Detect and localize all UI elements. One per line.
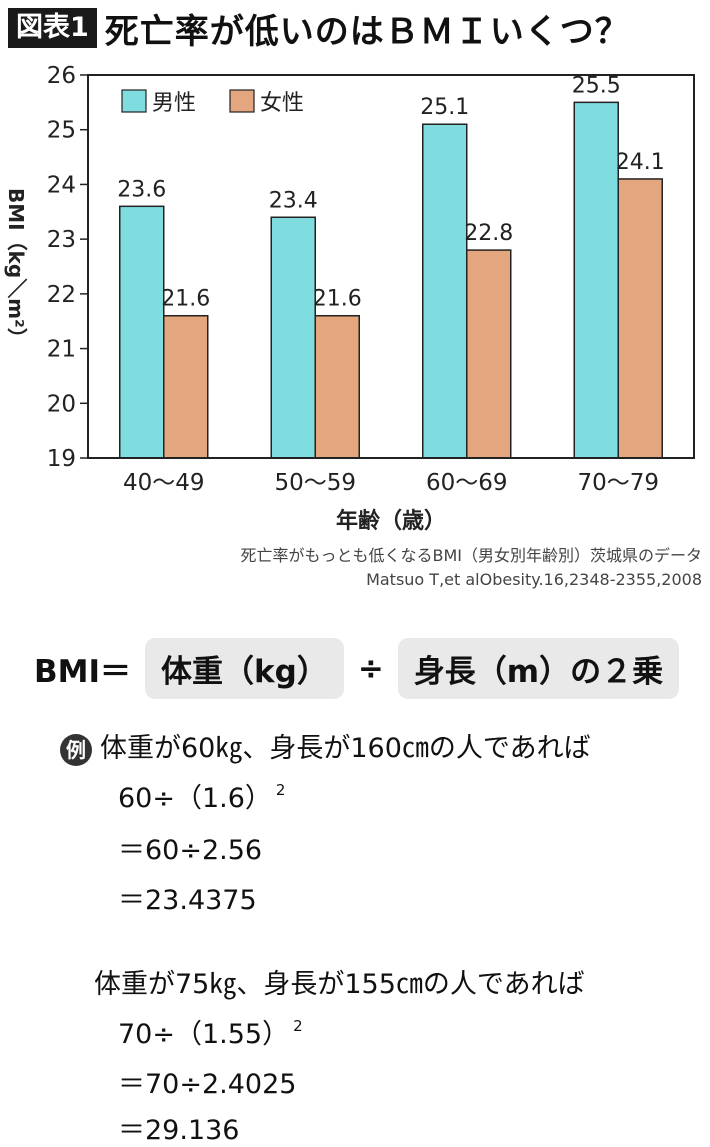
formula-weight: 体重（kg） — [145, 638, 344, 699]
y-tick-label: 25 — [47, 118, 76, 144]
formula-divide: ÷ — [357, 650, 384, 687]
y-tick-label: 23 — [47, 227, 76, 253]
labels-layer: 19 20 21 22 23 24 25 26 23.6 21.6 40〜49 23.4 21.6 50〜… — [4, 63, 665, 534]
bar-male — [573, 101, 619, 459]
example1-intro-line: 例体重が60㎏、身長が160㎝の人であれば — [60, 726, 591, 766]
formula-height: 身長（m）の２乗 — [397, 638, 680, 699]
bar-value-label: 23.6 — [117, 177, 166, 202]
example1-intro: 体重が60㎏、身長が160㎝の人であれば — [100, 733, 591, 764]
bar-male — [270, 216, 316, 459]
bmi-formula: BMI＝ 体重（kg） ÷ 身長（m）の２乗 — [34, 638, 680, 699]
example2-step1: 70÷（1.55） — [118, 1019, 290, 1050]
plot-frame — [87, 74, 695, 459]
x-tick-label: 40〜49 — [123, 470, 205, 496]
header: 図表1 死亡率が低いのはＢＭＩいくつ？ — [8, 6, 630, 52]
y-axis-label: BMI（kg／m²） — [4, 188, 28, 348]
bar-value-label: 25.1 — [420, 95, 469, 120]
example2-step1-exponent: 2 — [293, 1017, 303, 1035]
example1-step2: ＝60÷2.56 — [118, 835, 263, 866]
example1-step3: ＝23.4375 — [118, 885, 257, 916]
y-tick-label: 26 — [47, 63, 76, 89]
example2-step1-line: 70÷（1.55） 2 — [118, 1012, 303, 1051]
y-tick-label: 20 — [47, 391, 76, 417]
figure-label: 図表1 — [8, 8, 97, 48]
bar-value-label: 21.6 — [161, 287, 210, 312]
bar-value-label: 24.1 — [616, 150, 665, 175]
y-tick-label: 24 — [47, 172, 76, 198]
source-line-1: 死亡率がもっとも低くなるBMI（男女別年齢別）茨城県のデータ — [240, 546, 702, 565]
example1-step1-line: 60÷（1.6） 2 — [118, 776, 285, 815]
bar-female — [466, 249, 512, 459]
page-title: 死亡率が低いのはＢＭＩいくつ？ — [104, 11, 630, 52]
x-tick-label: 60〜69 — [426, 470, 508, 496]
example2-step2: ＝70÷2.4025 — [118, 1069, 297, 1100]
bar-value-label: 21.6 — [313, 287, 362, 312]
axis-layer — [80, 74, 695, 459]
bar-chart: 19 20 21 22 23 24 25 26 23.6 21.6 40〜49 23.4 21.6 50〜… — [4, 63, 695, 534]
bars-layer — [119, 101, 663, 459]
example2-intro: 体重が75㎏、身長が155㎝の人であれば — [94, 969, 585, 1000]
formula-lhs: BMI＝ — [34, 654, 132, 690]
bar-female — [617, 178, 663, 459]
bar-value-label: 25.5 — [572, 73, 621, 98]
bar-male — [422, 123, 468, 459]
bar-value-label: 23.4 — [269, 188, 318, 213]
legend-swatch — [121, 89, 147, 113]
legend-swatch — [229, 89, 255, 113]
example1-step1: 60÷（1.6） — [118, 783, 272, 814]
bar-value-label: 22.8 — [464, 221, 513, 246]
legend-label: 男性 — [152, 91, 196, 116]
legend-label: 女性 — [260, 91, 304, 116]
x-tick-label: 50〜59 — [274, 470, 356, 496]
example1-step1-exponent: 2 — [275, 781, 286, 799]
y-tick-label: 19 — [47, 446, 76, 472]
example2-step3: ＝29.136 — [118, 1115, 240, 1146]
source-line-2: Matsuo T,et alObesity.16,2348-2355,2008 — [366, 570, 702, 589]
example-badge: 例 — [60, 733, 92, 766]
legend: 男性 女性 — [121, 89, 304, 116]
x-axis-label: 年齢（歳） — [336, 508, 446, 534]
y-tick-label: 22 — [47, 282, 76, 308]
x-tick-label: 70〜79 — [577, 470, 659, 496]
bar-female — [314, 314, 360, 459]
y-tick-label: 21 — [47, 337, 76, 363]
bar-male — [119, 205, 165, 459]
bar-female — [163, 314, 209, 459]
